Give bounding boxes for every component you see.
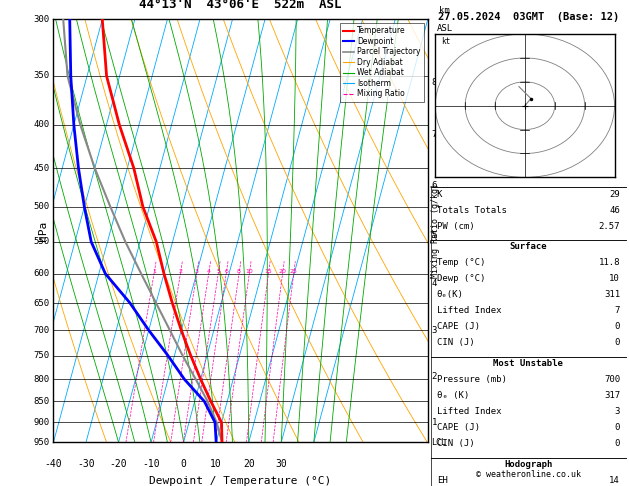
Text: Temp (°C): Temp (°C) <box>437 258 485 267</box>
Text: 11.8: 11.8 <box>599 258 620 267</box>
Text: 3: 3 <box>431 326 437 335</box>
Text: -30: -30 <box>77 459 95 469</box>
Text: 10: 10 <box>210 459 222 469</box>
Text: CIN (J): CIN (J) <box>437 439 474 448</box>
Text: 0: 0 <box>615 423 620 432</box>
Text: 44°13'N  43°06'E  522m  ASL: 44°13'N 43°06'E 522m ASL <box>140 0 342 11</box>
Text: 20: 20 <box>279 269 286 274</box>
Text: 15: 15 <box>265 269 272 274</box>
Text: 400: 400 <box>33 121 50 129</box>
Text: 4: 4 <box>431 279 437 288</box>
Text: ASL: ASL <box>437 24 453 33</box>
Text: 900: 900 <box>33 418 50 427</box>
Text: 850: 850 <box>33 397 50 406</box>
Text: 0: 0 <box>615 322 620 331</box>
Text: Lifted Index: Lifted Index <box>437 306 501 315</box>
Text: 1: 1 <box>431 417 437 427</box>
Text: Dewpoint / Temperature (°C): Dewpoint / Temperature (°C) <box>150 476 331 486</box>
Text: LCL: LCL <box>431 438 447 447</box>
Text: 25: 25 <box>290 269 298 274</box>
Text: Mixing Ratio (g/kg): Mixing Ratio (g/kg) <box>431 183 440 278</box>
Text: 311: 311 <box>604 290 620 299</box>
Text: © weatheronline.co.uk: © weatheronline.co.uk <box>476 469 581 479</box>
Text: 8: 8 <box>237 269 241 274</box>
Legend: Temperature, Dewpoint, Parcel Trajectory, Dry Adiabat, Wet Adiabat, Isotherm, Mi: Temperature, Dewpoint, Parcel Trajectory… <box>340 23 424 102</box>
Text: 3: 3 <box>195 269 199 274</box>
Text: -10: -10 <box>142 459 160 469</box>
Text: 2: 2 <box>431 372 437 382</box>
Text: 6: 6 <box>225 269 228 274</box>
Text: 350: 350 <box>33 71 50 81</box>
Text: 7: 7 <box>431 130 437 139</box>
Text: 300: 300 <box>33 15 50 24</box>
Text: 2.57: 2.57 <box>599 222 620 231</box>
Text: CAPE (J): CAPE (J) <box>437 423 480 432</box>
Text: Hodograph: Hodograph <box>504 460 552 469</box>
Text: θₑ (K): θₑ (K) <box>437 391 469 400</box>
Text: CIN (J): CIN (J) <box>437 338 474 347</box>
Text: θₑ(K): θₑ(K) <box>437 290 464 299</box>
Text: 1: 1 <box>152 269 156 274</box>
Text: Dewp (°C): Dewp (°C) <box>437 274 485 283</box>
Text: km: km <box>439 6 450 15</box>
Text: 500: 500 <box>33 202 50 211</box>
Text: Most Unstable: Most Unstable <box>493 359 564 368</box>
Text: kt: kt <box>442 36 450 46</box>
Text: 700: 700 <box>33 326 50 335</box>
Text: 550: 550 <box>33 237 50 246</box>
Text: 950: 950 <box>33 438 50 447</box>
Text: 600: 600 <box>33 269 50 278</box>
Text: 750: 750 <box>33 351 50 360</box>
Text: 317: 317 <box>604 391 620 400</box>
Text: 27.05.2024  03GMT  (Base: 12): 27.05.2024 03GMT (Base: 12) <box>438 12 619 22</box>
Text: -40: -40 <box>45 459 62 469</box>
Text: 7: 7 <box>615 306 620 315</box>
Text: EH: EH <box>437 476 447 485</box>
Text: 6: 6 <box>431 181 437 190</box>
Text: PW (cm): PW (cm) <box>437 222 474 231</box>
Text: 20: 20 <box>243 459 255 469</box>
Text: Pressure (mb): Pressure (mb) <box>437 375 506 384</box>
Text: 0: 0 <box>615 439 620 448</box>
Text: K: K <box>437 190 442 199</box>
Text: 0: 0 <box>181 459 187 469</box>
Text: -20: -20 <box>109 459 127 469</box>
Text: 30: 30 <box>276 459 287 469</box>
Text: 29: 29 <box>610 190 620 199</box>
Text: 0: 0 <box>615 338 620 347</box>
Text: 3: 3 <box>615 407 620 416</box>
Text: 650: 650 <box>33 298 50 308</box>
Text: Totals Totals: Totals Totals <box>437 206 506 215</box>
Y-axis label: hPa: hPa <box>38 221 48 241</box>
Text: 5: 5 <box>216 269 220 274</box>
Text: 700: 700 <box>604 375 620 384</box>
Text: 8: 8 <box>431 78 437 87</box>
Text: Surface: Surface <box>509 242 547 251</box>
Text: 14: 14 <box>610 476 620 485</box>
Text: 10: 10 <box>610 274 620 283</box>
Text: 10: 10 <box>245 269 253 274</box>
Text: 2: 2 <box>179 269 182 274</box>
Text: 4: 4 <box>207 269 211 274</box>
Text: CAPE (J): CAPE (J) <box>437 322 480 331</box>
Text: 450: 450 <box>33 164 50 173</box>
Text: 800: 800 <box>33 375 50 384</box>
Text: Lifted Index: Lifted Index <box>437 407 501 416</box>
Text: 5: 5 <box>431 230 437 240</box>
Text: 46: 46 <box>610 206 620 215</box>
